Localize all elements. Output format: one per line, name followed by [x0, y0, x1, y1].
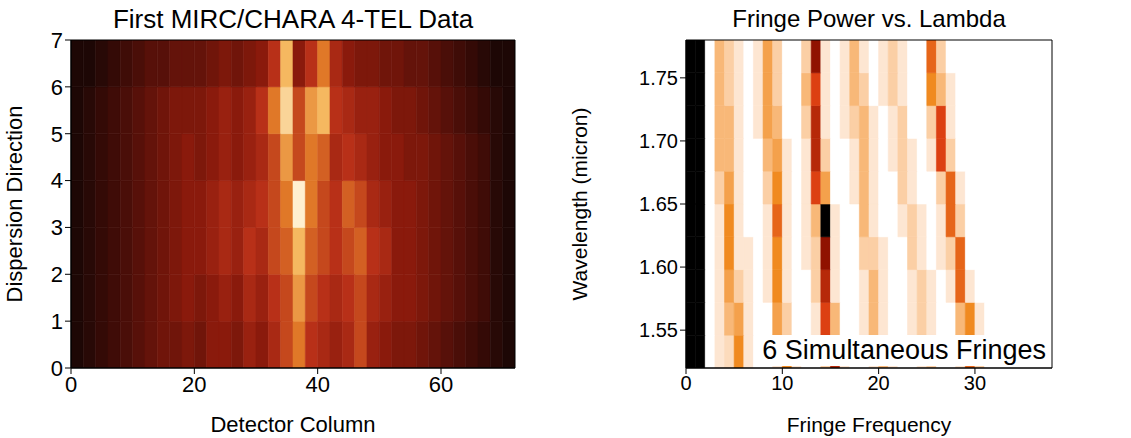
- svg-text:Dispersion Direction: Dispersion Direction: [2, 106, 27, 303]
- svg-text:0: 0: [51, 356, 63, 381]
- html-text:6 Simultaneous Fringes: 6 Simultaneous Fringes: [762, 335, 1046, 365]
- svg-text:Wavelength (micron): Wavelength (micron): [568, 108, 591, 301]
- svg-text:Fringe Frequency: Fringe Frequency: [787, 413, 952, 436]
- svg-text:30: 30: [964, 372, 986, 394]
- svg-text:1: 1: [51, 309, 63, 334]
- svg-text:1.65: 1.65: [639, 193, 678, 215]
- svg-text:1.75: 1.75: [639, 67, 678, 89]
- svg-text:5: 5: [51, 122, 63, 147]
- svg-text:20: 20: [182, 372, 206, 397]
- svg-text:4: 4: [51, 168, 63, 193]
- svg-text:3: 3: [51, 215, 63, 240]
- svg-text:1.70: 1.70: [639, 130, 678, 152]
- html-text:Fringe Power vs. Lambda: Fringe Power vs. Lambda: [732, 5, 1006, 32]
- svg-text:20: 20: [868, 372, 890, 394]
- svg-text:40: 40: [305, 372, 329, 397]
- svg-text:10: 10: [771, 372, 793, 394]
- svg-text:1.60: 1.60: [639, 256, 678, 278]
- svg-text:6: 6: [51, 75, 63, 100]
- svg-text:0: 0: [65, 372, 77, 397]
- svg-text:60: 60: [429, 372, 453, 397]
- svg-text:1.55: 1.55: [639, 319, 678, 341]
- svg-text:0: 0: [680, 372, 691, 394]
- svg-text:2: 2: [51, 262, 63, 287]
- html-text:First MIRC/CHARA 4-TEL Data: First MIRC/CHARA 4-TEL Data: [112, 4, 474, 34]
- svg-text:Detector Column: Detector Column: [210, 412, 375, 437]
- svg-text:7: 7: [51, 28, 63, 53]
